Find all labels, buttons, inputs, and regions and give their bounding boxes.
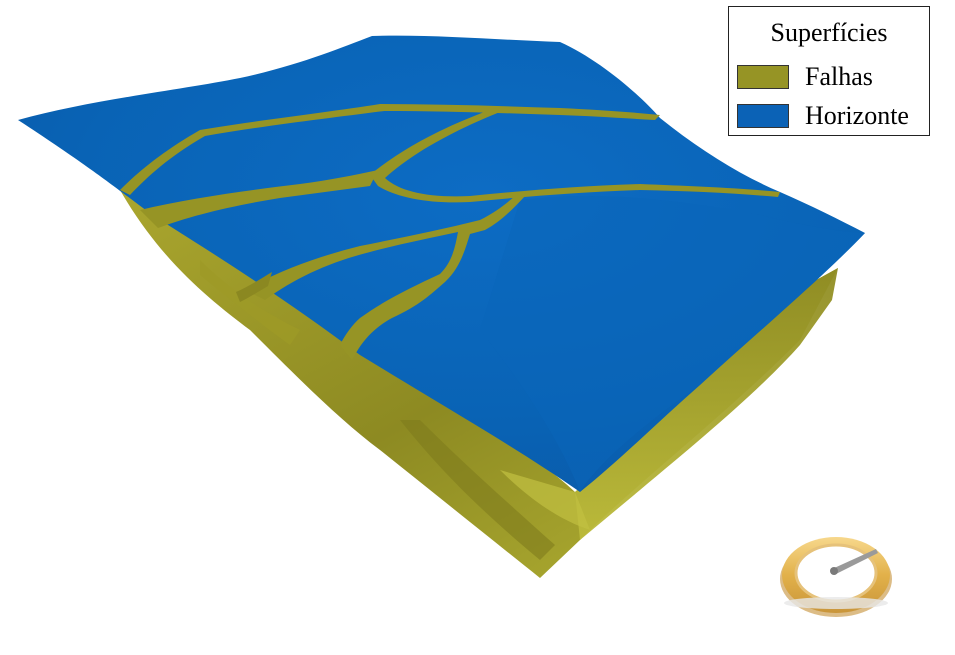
legend-item-horizonte: Horizonte — [737, 101, 925, 131]
horizonte-swatch — [737, 104, 789, 128]
legend-title: Superfícies — [770, 18, 888, 47]
legend-item-falhas: Falhas — [737, 62, 925, 92]
legend-label-horizonte: Horizonte — [805, 101, 909, 130]
horizon-surface — [18, 35, 865, 493]
compass-orientation-icon[interactable] — [780, 537, 892, 617]
legend: Superfícies Falhas Horizonte — [728, 6, 930, 136]
falhas-swatch — [737, 65, 789, 89]
fault-traces — [120, 104, 780, 360]
legend-label-falhas: Falhas — [805, 62, 873, 91]
